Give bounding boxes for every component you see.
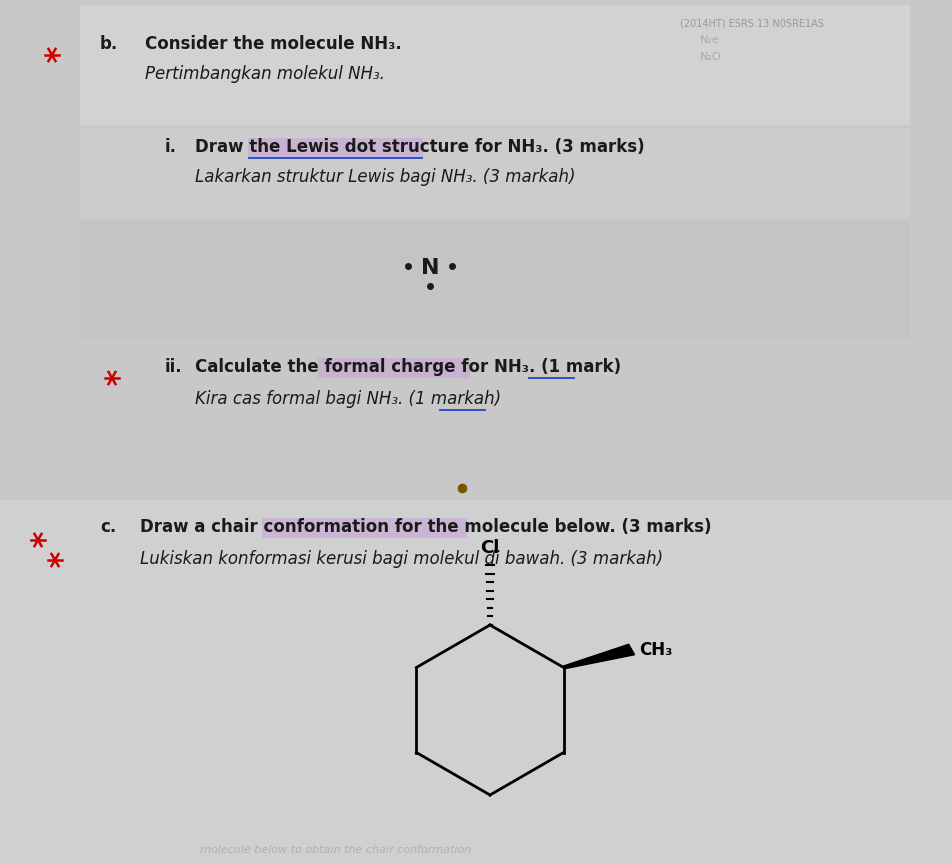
Text: Consider the molecule NH₃.: Consider the molecule NH₃. [145,35,402,53]
Text: Draw a chair conformation for the molecule below. (3 marks): Draw a chair conformation for the molecu… [140,518,711,536]
Text: CH₃: CH₃ [640,640,673,658]
Text: i.: i. [165,138,177,156]
Text: Lakarkan struktur Lewis bagi NH₃. (3 markah): Lakarkan struktur Lewis bagi NH₃. (3 mar… [195,168,576,186]
Text: Pertimbangkan molekul NH₃.: Pertimbangkan molekul NH₃. [145,65,385,83]
Bar [262,518,467,538]
Text: Lukiskan konformasi kerusi bagi molekul di bawah. (3 markah): Lukiskan konformasi kerusi bagi molekul … [140,550,664,568]
Bar [80,5,910,125]
Bar [80,342,910,497]
Text: N: N [421,258,439,278]
Bar [248,138,423,158]
Text: c.: c. [100,518,116,536]
Polygon shape [563,645,635,669]
Text: Kira cas formal bagi NH₃. (1 markah): Kira cas formal bagi NH₃. (1 markah) [195,390,501,408]
Text: b.: b. [100,35,118,53]
Text: molecule below to obtain the chair conformation: molecule below to obtain the chair confo… [200,845,471,855]
Text: Calculate the formal charge for NH₃. (1 mark): Calculate the formal charge for NH₃. (1 … [195,358,621,376]
Text: Cl: Cl [481,539,500,557]
Bar [0,500,952,863]
Text: Draw the Lewis dot structure for NH₃. (3 marks): Draw the Lewis dot structure for NH₃. (3… [195,138,645,156]
Bar [80,128,910,218]
Text: N₂O: N₂O [700,52,722,62]
Text: ii.: ii. [165,358,183,376]
Bar [80,220,910,340]
Bar [318,358,470,378]
Text: (2014HT) ESRS 13 N0SRE1AS: (2014HT) ESRS 13 N0SRE1AS [680,18,823,28]
Text: N₂e: N₂e [700,35,720,45]
